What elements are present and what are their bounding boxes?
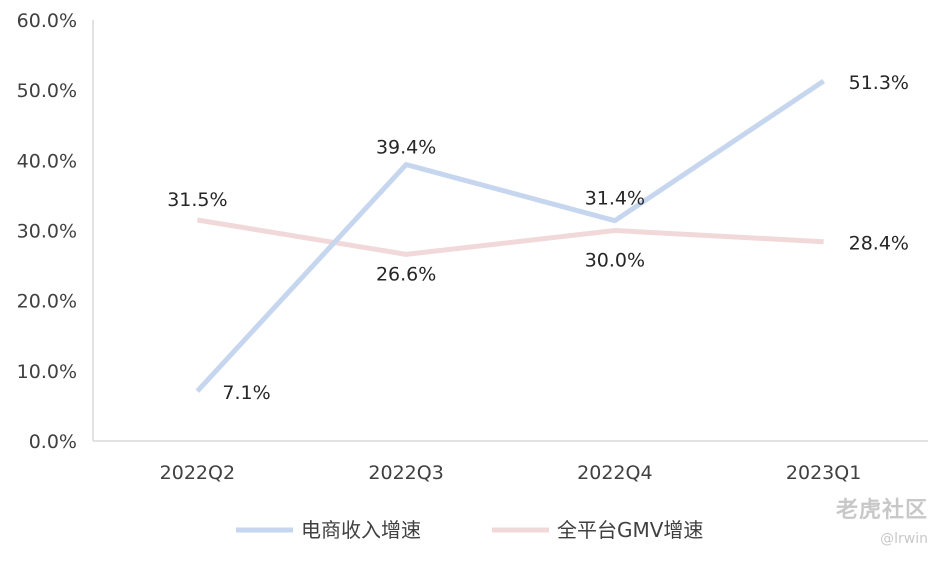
legend-label: 全平台GMV增速 [557, 518, 703, 542]
watermark-logo: 老虎社区 [835, 498, 928, 523]
y-tick-label: 10.0% [17, 361, 77, 383]
data-label: 31.5% [167, 189, 227, 211]
legend: 电商收入增速 全平台GMV增速 [236, 518, 703, 542]
series-line-gmv [196, 217, 824, 257]
series-line-ecommerce-revenue [195, 78, 826, 393]
data-label: 28.4% [849, 233, 909, 255]
axes [92, 20, 928, 442]
data-label: 31.4% [585, 188, 645, 210]
y-tick-label: 20.0% [17, 291, 77, 313]
data-label: 51.3% [849, 72, 909, 94]
y-tick-label: 40.0% [17, 150, 77, 172]
data-label: 39.4% [376, 137, 436, 159]
legend-label: 电商收入增速 [301, 518, 421, 542]
x-tick-label: 2022Q4 [577, 462, 652, 484]
y-tick-label: 60.0% [17, 10, 77, 32]
x-tick-label: 2023Q1 [786, 462, 861, 484]
data-labels: 7.1% 39.4% 31.4% 51.3% 31.5% 26.6% 30.0% 28.4% [167, 72, 909, 404]
y-tick-label: 30.0% [17, 221, 77, 243]
data-label: 7.1% [222, 382, 270, 404]
data-label: 30.0% [585, 250, 645, 272]
x-tick-label: 2022Q2 [160, 462, 235, 484]
y-axis-ticks: 0.0% 10.0% 20.0% 30.0% 40.0% 50.0% 60.0% [17, 10, 77, 453]
data-label: 26.6% [376, 263, 436, 285]
series-lines [195, 78, 826, 393]
y-tick-label: 50.0% [17, 80, 77, 102]
x-axis-ticks: 2022Q2 2022Q3 2022Q4 2023Q1 [160, 462, 862, 484]
y-tick-label: 0.0% [29, 431, 77, 453]
watermark-user: @lrwin [880, 531, 928, 547]
x-tick-label: 2022Q3 [368, 462, 443, 484]
